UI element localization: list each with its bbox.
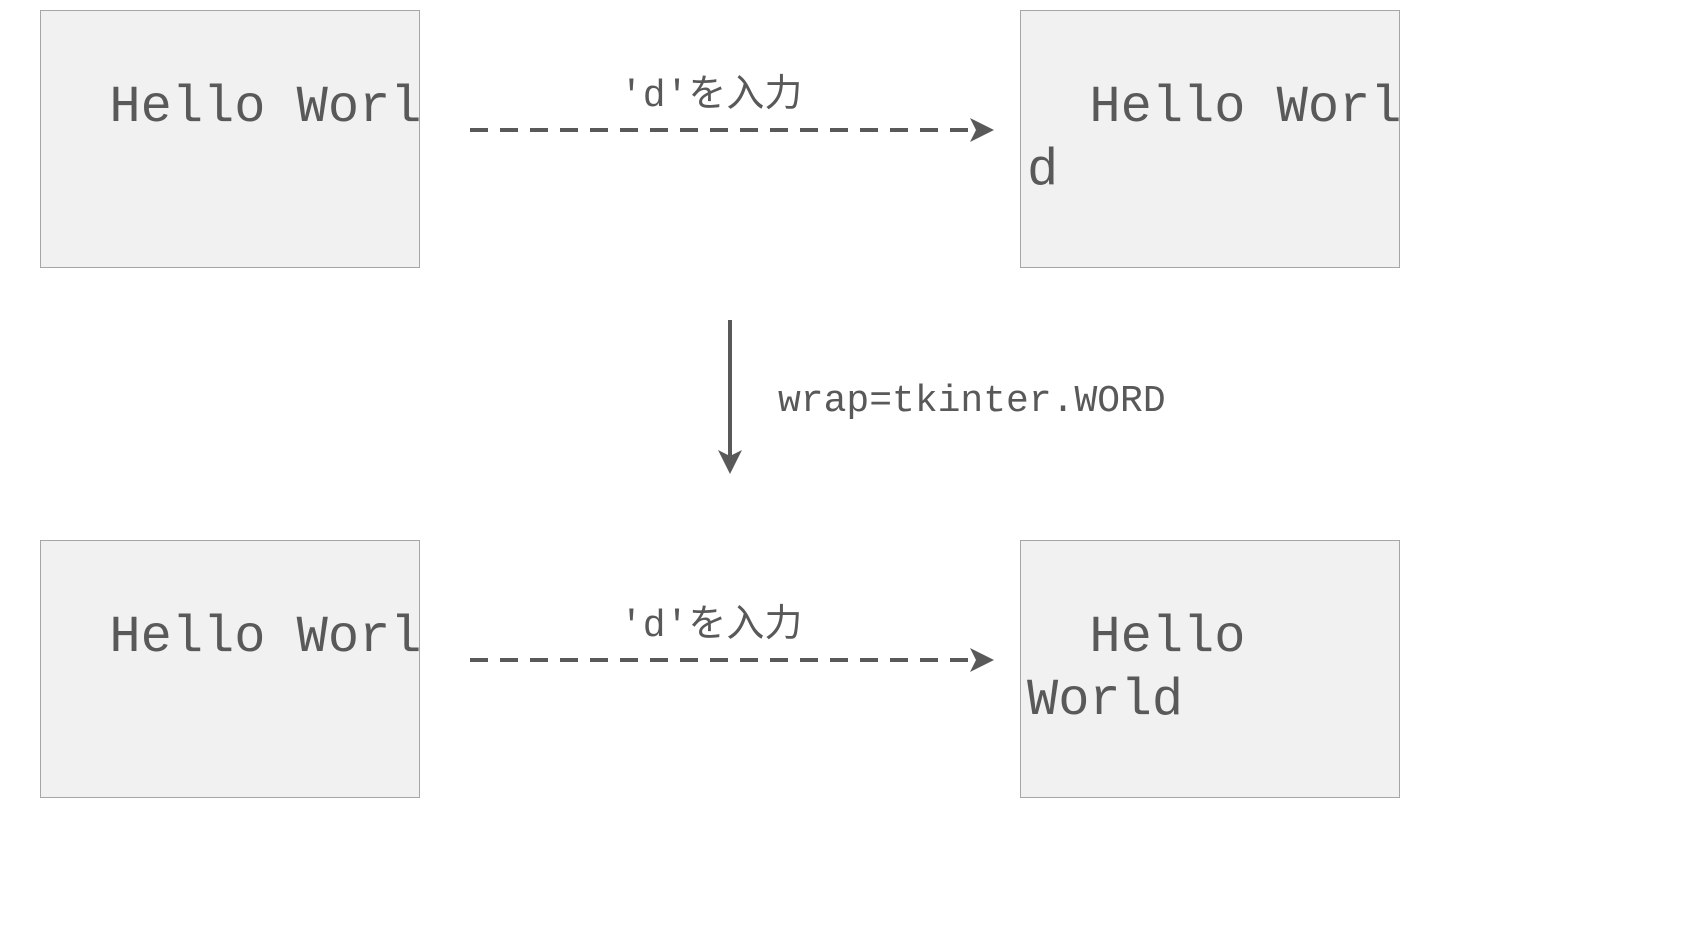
- label-bottom-arrow: 'd'を入力: [620, 592, 802, 648]
- textbox-top-right: Hello Worl d: [1020, 10, 1400, 268]
- textbox-content: Hello Worl d: [1027, 78, 1401, 199]
- textbox-bottom-left: Hello Worl: [40, 540, 420, 798]
- textbox-content: Hello Worl: [109, 78, 421, 137]
- textbox-content: Hello World: [1027, 608, 1277, 729]
- label-top-arrow: 'd'を入力: [620, 62, 802, 118]
- textbox-top-left: Hello Worl: [40, 10, 420, 268]
- textbox-bottom-right: Hello World: [1020, 540, 1400, 798]
- label-vertical-arrow: wrap=tkinter.WORD: [778, 380, 1166, 423]
- textbox-content: Hello Worl: [109, 608, 421, 667]
